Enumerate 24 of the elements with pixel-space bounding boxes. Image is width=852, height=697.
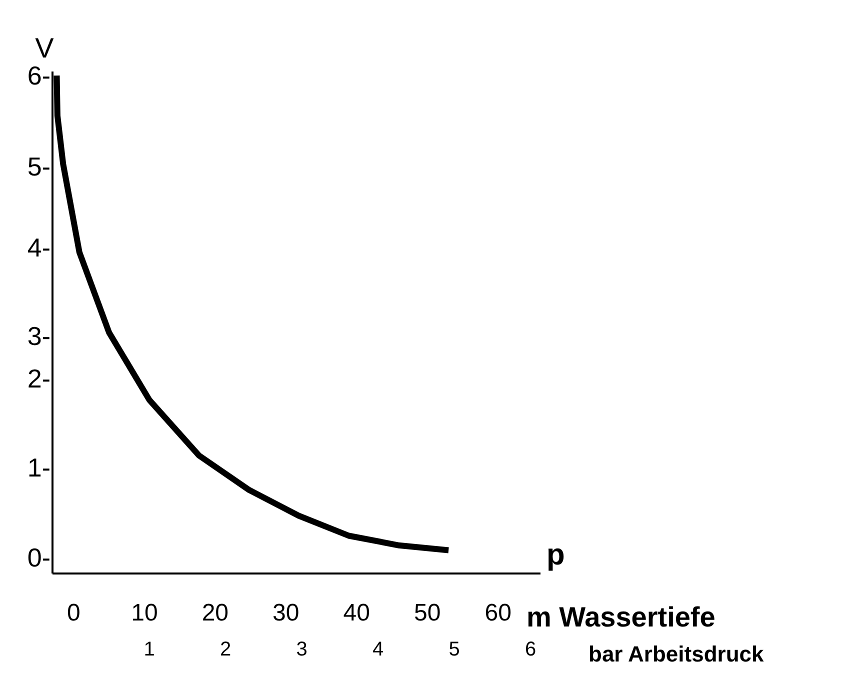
x2-tick-label: 5: [448, 638, 460, 660]
x2-axis-title: bar Arbeitsdruck: [588, 642, 764, 666]
x-tick-label: 20: [202, 600, 229, 626]
y-tick-label: 2-: [27, 363, 51, 394]
x-tick-label: 0: [67, 600, 80, 626]
x2-tick-label: 6: [525, 638, 536, 660]
y-tick-label: 1-: [27, 452, 51, 482]
x2-tick-label: 2: [220, 638, 232, 660]
x2-tick-label: 3: [296, 638, 308, 660]
x-axis-title: m Wassertiefe: [526, 602, 716, 632]
y-tick-label: 3-: [27, 320, 51, 351]
y-tick-label: 0-: [27, 542, 51, 572]
x-tick-label: 60: [484, 600, 512, 626]
x-tick-label: 30: [272, 600, 300, 626]
y-tick-label: 6-: [27, 60, 51, 91]
x-tick-label: 40: [343, 600, 370, 626]
x-tick-label: 50: [414, 600, 441, 626]
y-axis-title: V: [35, 32, 54, 64]
x-tick-label: 10: [131, 600, 158, 626]
x2-tick-label: 1: [144, 638, 155, 660]
y-tick-label: 5-: [27, 151, 51, 182]
y-tick-label: 4-: [27, 232, 51, 262]
text: p: [546, 538, 565, 572]
x2-tick-label: 4: [372, 638, 384, 660]
